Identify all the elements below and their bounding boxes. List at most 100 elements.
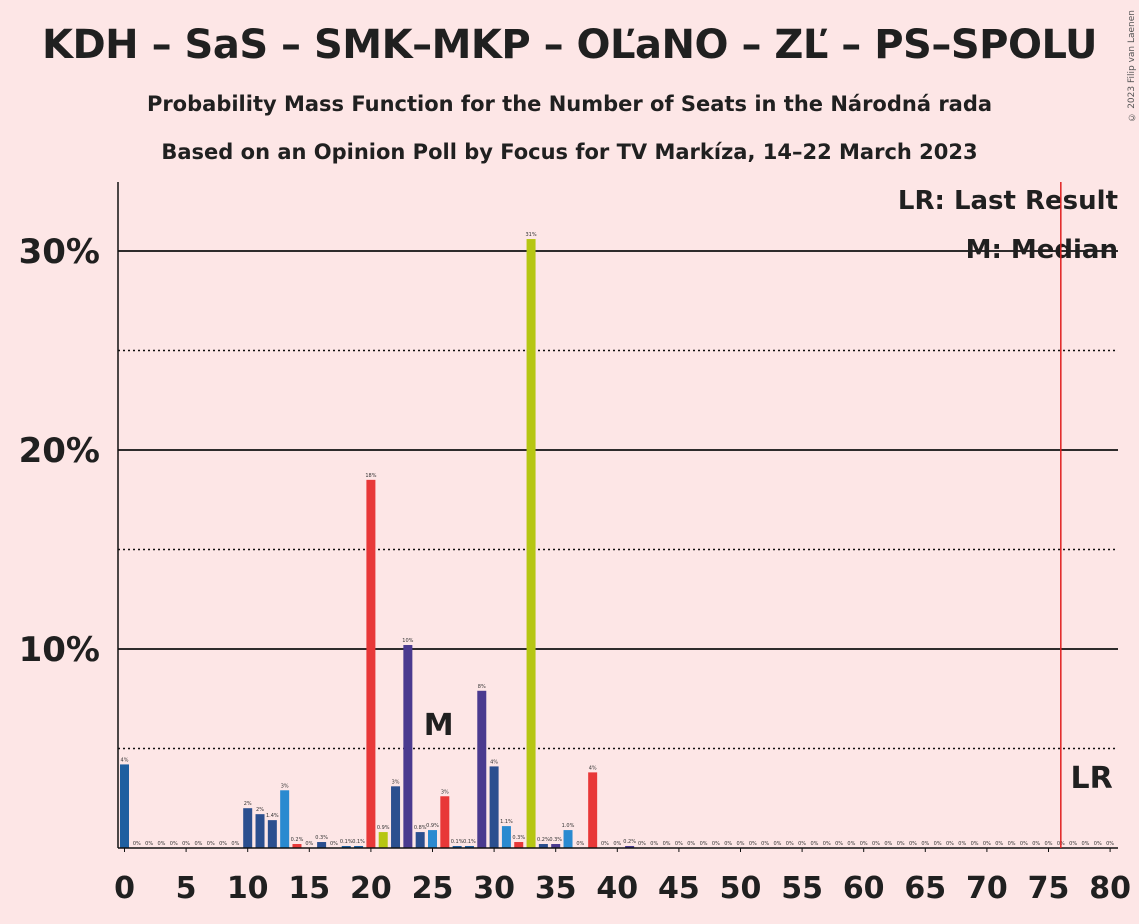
- bar-18: [341, 846, 351, 848]
- bar-label-52: 0%: [761, 841, 769, 847]
- y-tick-20: 20%: [19, 431, 100, 471]
- bar-label-30: 4%: [490, 759, 498, 765]
- bar-label-50: 0%: [737, 841, 745, 847]
- bar-25: [428, 830, 437, 848]
- bar-label-27: 0.1%: [451, 839, 464, 845]
- bar-24: [415, 832, 425, 848]
- bar-label-23: 10%: [402, 638, 413, 644]
- bar-21: [378, 832, 388, 848]
- x-tick-40: 40: [596, 871, 638, 906]
- bar-label-48: 0%: [712, 841, 720, 847]
- bar-label-39: 0%: [601, 841, 609, 847]
- axes: [117, 182, 1118, 849]
- bar-label-51: 0%: [749, 841, 757, 847]
- bar-23: [403, 645, 413, 848]
- chart-subtitle-source: Based on an Opinion Poll by Focus for TV…: [161, 140, 978, 164]
- x-tick-30: 30: [473, 871, 515, 906]
- bar-label-70: 0%: [983, 841, 991, 847]
- bar-label-36: 1.0%: [562, 823, 575, 829]
- bar-label-18: 0.1%: [340, 839, 353, 845]
- y-tick-10: 10%: [19, 630, 100, 670]
- bar-label-34: 0.2%: [537, 837, 550, 843]
- bar-label-29: 8%: [478, 684, 486, 690]
- bar-11: [255, 814, 265, 848]
- bar-label-71: 0%: [995, 841, 1003, 847]
- bar-label-19: 0.1%: [352, 839, 365, 845]
- bar-35: [551, 844, 561, 848]
- x-tick-15: 15: [288, 871, 330, 906]
- bar-34: [538, 844, 548, 848]
- bar-19: [354, 846, 364, 848]
- x-tick-20: 20: [350, 871, 392, 906]
- x-tick-80: 80: [1089, 871, 1131, 906]
- bar-label-13: 3%: [281, 783, 289, 789]
- bar-41: [625, 846, 635, 848]
- bar-label-22: 3%: [392, 779, 400, 785]
- legend-last-result: LR: Last Result: [898, 186, 1118, 216]
- x-tick-35: 35: [535, 871, 577, 906]
- bar-label-3: 0%: [157, 841, 165, 847]
- x-tick-5: 5: [176, 871, 197, 906]
- bar-label-42: 0%: [638, 841, 646, 847]
- bar-label-41: 0.2%: [623, 839, 636, 845]
- bar-series: [120, 239, 635, 848]
- bar-label-26: 3%: [441, 789, 449, 795]
- bar-label-75: 0%: [1045, 841, 1053, 847]
- bar-0: [120, 764, 129, 848]
- x-tick-25: 25: [412, 871, 454, 906]
- bar-label-17: 0%: [330, 841, 338, 847]
- x-axis-ticks: 0 5 10 15 20 25 30 35 40 45 50 55 60 65 70 75 80: [114, 848, 1131, 906]
- bar-label-28: 0.1%: [463, 839, 476, 845]
- bar-30: [489, 766, 499, 848]
- bar-label-9: 0%: [231, 841, 239, 847]
- bar-label-11: 2%: [256, 807, 264, 813]
- bar-label-25: 0.9%: [426, 823, 439, 829]
- median-marker-label: M: [424, 708, 454, 743]
- bar-label-57: 0%: [823, 841, 831, 847]
- bar-label-32: 0.3%: [512, 835, 525, 841]
- bar-label-45: 0%: [675, 841, 683, 847]
- bar-label-12: 1.4%: [266, 813, 279, 819]
- bar-label-20: 18%: [365, 473, 376, 479]
- bar-label-31: 1.1%: [500, 819, 513, 825]
- bar-28: [464, 846, 474, 848]
- x-tick-50: 50: [720, 871, 762, 906]
- bar-20: [366, 479, 376, 848]
- bar-label-6: 0%: [194, 841, 202, 847]
- chart-overlay: LR: Last Result M: Median LR M: [424, 182, 1118, 848]
- bar-label-4: 0%: [170, 841, 178, 847]
- bar-label-37: 0%: [576, 841, 584, 847]
- grid-lines: [118, 250, 1118, 750]
- bar-26: [440, 796, 450, 848]
- bar-label-72: 0%: [1008, 841, 1016, 847]
- bar-label-15: 0%: [305, 841, 313, 847]
- bar-label-33: 31%: [525, 232, 536, 238]
- chart-subtitle: Probability Mass Function for the Number…: [146, 92, 993, 116]
- x-tick-70: 70: [966, 871, 1008, 906]
- bar-label-43: 0%: [650, 841, 658, 847]
- bar-label-64: 0%: [909, 841, 917, 847]
- bar-10: [243, 808, 253, 848]
- bar-label-63: 0%: [897, 841, 905, 847]
- bar-12: [267, 820, 277, 848]
- bar-label-55: 0%: [798, 841, 806, 847]
- y-axis-ticks: 10% 20% 30%: [19, 232, 100, 670]
- bar-label-0: 4%: [121, 757, 129, 763]
- x-tick-0: 0: [114, 871, 135, 906]
- bar-label-10: 2%: [244, 801, 252, 807]
- bar-label-65: 0%: [921, 841, 929, 847]
- bar-14: [292, 844, 302, 848]
- x-tick-60: 60: [843, 871, 885, 906]
- x-tick-65: 65: [904, 871, 946, 906]
- bar-32: [514, 842, 524, 848]
- bar-label-74: 0%: [1032, 841, 1040, 847]
- bar-label-2: 0%: [145, 841, 153, 847]
- bar-label-8: 0%: [219, 841, 227, 847]
- bar-label-79: 0%: [1094, 841, 1102, 847]
- bar-label-21: 0.9%: [377, 825, 390, 831]
- last-result-marker-label: LR: [1071, 761, 1113, 796]
- bar-13: [280, 790, 290, 848]
- bar-label-47: 0%: [700, 841, 708, 847]
- x-tick-55: 55: [781, 871, 823, 906]
